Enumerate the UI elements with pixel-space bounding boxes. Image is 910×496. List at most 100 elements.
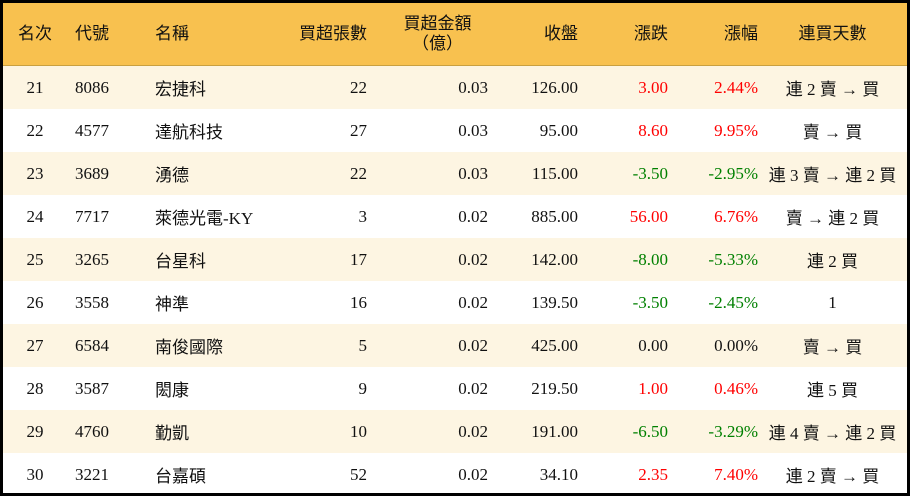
cell-change: -8.00 <box>578 238 668 281</box>
table-row: 26 3558 神準 16 0.02 139.50 -3.50 -2.45% 1 <box>3 281 907 324</box>
cell-pct: -5.33% <box>668 238 758 281</box>
cell-rank: 30 <box>3 453 67 493</box>
table-row: 30 3221 台嘉碩 52 0.02 34.10 2.35 7.40% 連 2 賣 → 買 <box>3 453 907 493</box>
net-buy-ranking-table: 名次 代號 名稱 買超張數 買超金額 （億） 收盤 漲跌 漲幅 連買天數 21 80… <box>3 3 907 493</box>
cell-close: 219.50 <box>488 367 578 410</box>
cell-amount: 0.02 <box>367 195 488 238</box>
cell-rank: 28 <box>3 367 67 410</box>
cell-close: 139.50 <box>488 281 578 324</box>
cell-change: 0.00 <box>578 324 668 367</box>
cell-streak: 連 4 賣 → 連 2 買 <box>758 410 907 453</box>
cell-close: 142.00 <box>488 238 578 281</box>
cell-code: 4760 <box>67 410 145 453</box>
cell-name: 勤凱 <box>145 410 285 453</box>
cell-code: 7717 <box>67 195 145 238</box>
cell-code: 8086 <box>67 65 145 109</box>
cell-rank: 25 <box>3 238 67 281</box>
header-lots: 買超張數 <box>285 3 367 66</box>
header-name: 名稱 <box>145 3 285 66</box>
cell-streak: 連 2 買 <box>758 238 907 281</box>
cell-streak: 連 2 賣 → 買 <box>758 65 907 109</box>
cell-name: 南俊國際 <box>145 324 285 367</box>
table-row: 22 4577 達航科技 27 0.03 95.00 8.60 9.95% 賣 → 買 <box>3 109 907 152</box>
table-row: 23 3689 湧德 22 0.03 115.00 -3.50 -2.95% 連 3 賣 → 連… <box>3 152 907 195</box>
cell-close: 885.00 <box>488 195 578 238</box>
cell-code: 3689 <box>67 152 145 195</box>
cell-code: 3558 <box>67 281 145 324</box>
cell-amount: 0.02 <box>367 453 488 493</box>
cell-streak: 連 3 賣 → 連 2 買 <box>758 152 907 195</box>
cell-rank: 24 <box>3 195 67 238</box>
cell-name: 湧德 <box>145 152 285 195</box>
cell-change: 1.00 <box>578 367 668 410</box>
cell-pct: 6.76% <box>668 195 758 238</box>
cell-pct: 0.46% <box>668 367 758 410</box>
cell-streak: 連 2 賣 → 買 <box>758 453 907 493</box>
cell-code: 6584 <box>67 324 145 367</box>
table-row: 24 7717 萊德光電-KY 3 0.02 885.00 56.00 6.76% 賣 → 連 … <box>3 195 907 238</box>
cell-amount: 0.02 <box>367 367 488 410</box>
cell-rank: 27 <box>3 324 67 367</box>
header-code: 代號 <box>67 3 145 66</box>
cell-close: 126.00 <box>488 65 578 109</box>
cell-change: 56.00 <box>578 195 668 238</box>
cell-pct: 2.44% <box>668 65 758 109</box>
cell-lots: 17 <box>285 238 367 281</box>
cell-close: 191.00 <box>488 410 578 453</box>
cell-lots: 10 <box>285 410 367 453</box>
cell-name: 台嘉碩 <box>145 453 285 493</box>
cell-change: -3.50 <box>578 152 668 195</box>
cell-change: 8.60 <box>578 109 668 152</box>
cell-rank: 21 <box>3 65 67 109</box>
cell-change: 3.00 <box>578 65 668 109</box>
cell-amount: 0.02 <box>367 281 488 324</box>
header-rank: 名次 <box>3 3 67 66</box>
table-row: 27 6584 南俊國際 5 0.02 425.00 0.00 0.00% 賣 → 買 <box>3 324 907 367</box>
cell-lots: 9 <box>285 367 367 410</box>
header-row: 名次 代號 名稱 買超張數 買超金額 （億） 收盤 漲跌 漲幅 連買天數 <box>3 3 907 66</box>
cell-rank: 26 <box>3 281 67 324</box>
cell-rank: 22 <box>3 109 67 152</box>
header-close: 收盤 <box>488 3 578 66</box>
cell-amount: 0.03 <box>367 109 488 152</box>
cell-streak: 賣 → 買 <box>758 324 907 367</box>
cell-change: -3.50 <box>578 281 668 324</box>
cell-pct: -3.29% <box>668 410 758 453</box>
header-streak: 連買天數 <box>758 3 907 66</box>
cell-lots: 52 <box>285 453 367 493</box>
cell-streak: 賣 → 連 2 買 <box>758 195 907 238</box>
cell-code: 3265 <box>67 238 145 281</box>
cell-lots: 16 <box>285 281 367 324</box>
cell-close: 115.00 <box>488 152 578 195</box>
cell-lots: 22 <box>285 152 367 195</box>
table-row: 21 8086 宏捷科 22 0.03 126.00 3.00 2.44% 連 2 賣 → 買 <box>3 65 907 109</box>
cell-name: 萊德光電-KY <box>145 195 285 238</box>
cell-lots: 5 <box>285 324 367 367</box>
cell-code: 4577 <box>67 109 145 152</box>
cell-code: 3587 <box>67 367 145 410</box>
cell-close: 34.10 <box>488 453 578 493</box>
header-pct: 漲幅 <box>668 3 758 66</box>
table-row: 28 3587 閎康 9 0.02 219.50 1.00 0.46% 連 5 買 <box>3 367 907 410</box>
cell-name: 台星科 <box>145 238 285 281</box>
cell-pct: 9.95% <box>668 109 758 152</box>
cell-name: 神準 <box>145 281 285 324</box>
cell-change: 2.35 <box>578 453 668 493</box>
cell-amount: 0.03 <box>367 65 488 109</box>
cell-amount: 0.03 <box>367 152 488 195</box>
cell-name: 閎康 <box>145 367 285 410</box>
cell-streak: 1 <box>758 281 907 324</box>
table-row: 29 4760 勤凱 10 0.02 191.00 -6.50 -3.29% 連 4 賣 → 連… <box>3 410 907 453</box>
cell-change: -6.50 <box>578 410 668 453</box>
cell-streak: 連 5 買 <box>758 367 907 410</box>
cell-close: 425.00 <box>488 324 578 367</box>
header-change: 漲跌 <box>578 3 668 66</box>
cell-amount: 0.02 <box>367 410 488 453</box>
cell-close: 95.00 <box>488 109 578 152</box>
cell-pct: 0.00% <box>668 324 758 367</box>
cell-pct: -2.95% <box>668 152 758 195</box>
cell-pct: 7.40% <box>668 453 758 493</box>
cell-rank: 23 <box>3 152 67 195</box>
cell-amount: 0.02 <box>367 238 488 281</box>
